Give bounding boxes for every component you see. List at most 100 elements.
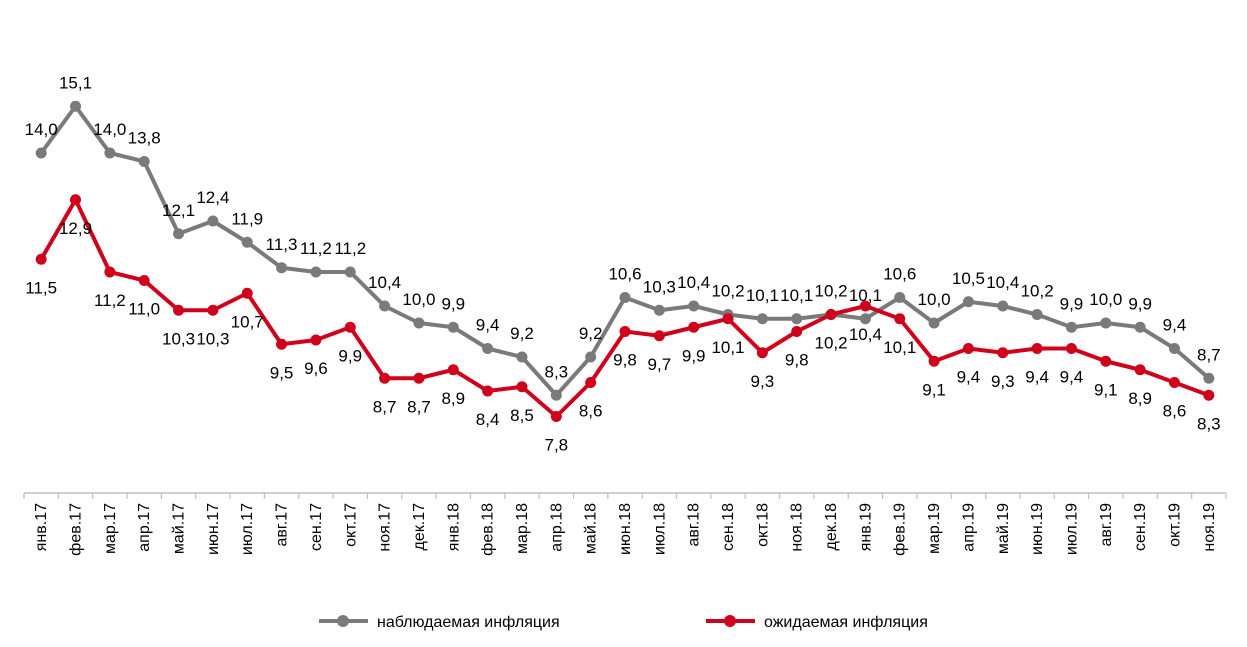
observed-data-label: 9,9 <box>1128 294 1152 313</box>
observed-data-label: 9,9 <box>1060 294 1084 313</box>
expected-data-label: 9,8 <box>785 351 809 370</box>
observed-data-label: 10,5 <box>952 269 985 288</box>
expected-data-label: 7,8 <box>544 436 568 455</box>
x-tick-label: дек.18 <box>823 503 840 551</box>
observed-point <box>1203 372 1215 384</box>
observed-point <box>1100 317 1112 329</box>
x-tick-label: апр.18 <box>548 503 565 552</box>
expected-point <box>550 411 562 422</box>
observed-data-label: 12,4 <box>196 188 229 207</box>
x-tick-label: дек.17 <box>411 503 428 551</box>
axis-layer <box>23 492 1227 499</box>
x-tick-label: мар.18 <box>514 503 531 554</box>
expected-point <box>379 372 391 384</box>
expected-point <box>894 313 906 325</box>
observed-point <box>379 300 391 312</box>
observed-point <box>516 351 528 363</box>
observed-data-label: 10,2 <box>711 282 744 301</box>
observed-point <box>1031 309 1043 320</box>
observed-point <box>104 147 116 159</box>
expected-point <box>1031 343 1043 354</box>
observed-point <box>310 266 322 278</box>
observed-data-label: 15,1 <box>59 73 92 92</box>
observed-point <box>70 100 82 112</box>
observed-data-label: 10,6 <box>883 265 916 284</box>
x-tick-label: янв.18 <box>445 503 462 551</box>
x-tick-label: сен.19 <box>1132 503 1149 551</box>
observed-data-label: 10,2 <box>815 282 848 301</box>
expected-data-label: 8,5 <box>510 406 534 425</box>
x-tick-label: июл.18 <box>651 503 668 555</box>
expected-data-label: 9,4 <box>1060 368 1084 387</box>
x-tick-label: окт.18 <box>754 503 771 547</box>
x-tick-label: мар.19 <box>926 503 943 554</box>
observed-point <box>344 266 356 278</box>
expected-point <box>1203 389 1215 401</box>
legend-marker-expected <box>724 615 736 627</box>
observed-data-label: 10,3 <box>643 277 676 296</box>
observed-point <box>791 313 803 325</box>
expected-data-label: 9,3 <box>751 372 775 391</box>
observed-point <box>35 147 47 159</box>
observed-point <box>619 292 631 303</box>
expected-data-label: 9,8 <box>613 351 637 370</box>
expected-data-label: 9,9 <box>682 346 706 365</box>
expected-point <box>653 330 665 342</box>
legend-label-expected: ожидаемая инфляция <box>764 614 928 631</box>
x-tick-label: янв.17 <box>33 503 50 551</box>
x-tick-label: май.19 <box>995 503 1012 554</box>
expected-point <box>173 304 185 316</box>
x-tick-label: сен.18 <box>720 503 737 551</box>
observed-data-label: 11,2 <box>334 239 366 258</box>
expected-data-label: 10,3 <box>196 329 229 348</box>
observed-data-label: 10,0 <box>918 290 951 309</box>
expected-point <box>997 347 1009 359</box>
expected-data-label: 9,1 <box>1094 380 1118 399</box>
x-tick-label: янв.19 <box>857 503 874 551</box>
x-tick-label: апр.17 <box>136 503 153 552</box>
observed-data-label: 10,1 <box>746 286 779 305</box>
observed-data-label: 10,1 <box>849 286 882 305</box>
legend-label-observed: наблюдаемая инфляция <box>377 614 560 631</box>
expected-data-label: 9,6 <box>304 359 328 378</box>
expected-point <box>1100 355 1112 367</box>
expected-point <box>585 377 597 388</box>
expected-point <box>138 275 150 286</box>
expected-data-label: 10,1 <box>883 338 916 357</box>
legend-item-observed: наблюдаемая инфляция <box>319 614 560 631</box>
expected-data-label: 8,6 <box>579 402 603 421</box>
expected-data-label: 10,4 <box>849 325 882 344</box>
expected-point <box>688 321 700 333</box>
expected-data-label: 9,7 <box>648 355 672 374</box>
expected-point <box>756 347 768 359</box>
observed-point <box>241 236 253 248</box>
expected-point <box>207 304 219 316</box>
expected-point <box>722 313 734 325</box>
observed-data-label: 9,4 <box>1163 316 1187 335</box>
observed-data-label: 9,4 <box>476 316 500 335</box>
x-tick-label: окт.17 <box>342 503 359 547</box>
observed-point <box>173 228 185 240</box>
observed-point <box>756 313 768 325</box>
observed-data-label: 10,0 <box>402 290 435 309</box>
expected-point <box>928 355 940 367</box>
x-tick-label: авг.17 <box>274 503 291 547</box>
observed-point <box>207 215 219 227</box>
observed-point <box>962 296 974 308</box>
expected-point <box>241 287 253 299</box>
x-tick-label: окт.19 <box>1166 503 1183 547</box>
x-tick-label: июн.17 <box>205 503 222 555</box>
expected-data-label: 8,6 <box>1163 402 1187 421</box>
expected-data-label: 9,1 <box>922 380 946 399</box>
x-tick-label: сен.17 <box>308 503 325 551</box>
observed-data-label: 10,4 <box>368 273 401 292</box>
x-tick-label: май.18 <box>583 503 600 554</box>
data-label-layer: 14,015,114,0 13,812,112,411,911,3 11,2 11,2… <box>25 73 1221 454</box>
expected-point <box>1065 343 1077 354</box>
expected-point <box>825 309 837 320</box>
observed-point <box>1065 321 1077 333</box>
observed-data-label: 10,1 <box>780 286 813 305</box>
expected-point <box>791 326 803 337</box>
x-tick-label: май.17 <box>171 503 188 554</box>
observed-data-label: 8,7 <box>1197 345 1221 364</box>
